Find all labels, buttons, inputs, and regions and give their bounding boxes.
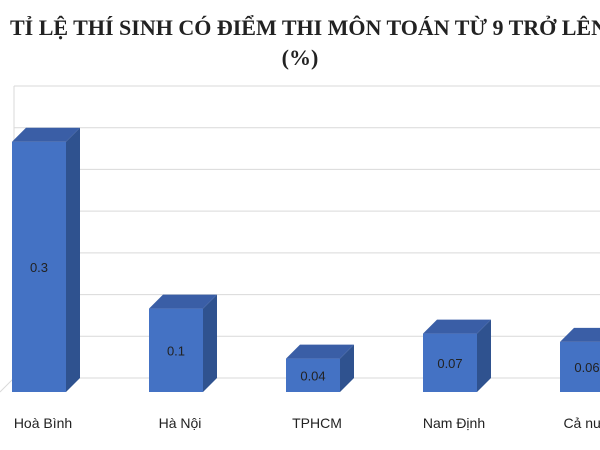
bar [423,319,491,392]
data-label: 0.06 [574,360,599,375]
bar [12,127,80,392]
bar [560,327,600,392]
bar [286,344,354,392]
bar-front [560,341,600,392]
category-label: Nam Định [423,415,485,431]
bar-side [340,344,354,392]
data-label: 0.1 [167,343,185,358]
chart-title-line-1: TỈ LỆ THÍ SINH CÓ ĐIỂM THI MÔN TOÁN TỪ 9… [10,15,600,40]
bar-front [12,141,66,392]
category-labels: Hoà Bình Hà Nội TPHCM Nam Định Cả nước [14,415,600,431]
category-label: TPHCM [292,415,342,431]
bars [12,127,600,392]
bar-front [423,333,477,392]
floor-edge [0,377,15,393]
bar-top [12,127,80,142]
gridlines [0,85,600,393]
bar [149,294,217,392]
category-label: Cả nước [563,415,600,431]
bar-top [423,319,491,334]
bar-side [66,127,80,392]
bar-side [477,319,491,392]
bar-side [203,294,217,392]
bar-top [560,327,600,342]
bar-top [286,344,354,359]
bar-front [149,308,203,392]
data-label: 0.07 [437,356,462,371]
bar-front [286,358,340,392]
bar-top [149,294,217,309]
data-label: 0.04 [300,368,325,383]
category-label: Hà Nội [159,415,202,431]
category-label: Hoà Bình [14,415,72,431]
data-labels: 0.3 0.1 0.04 0.07 0.06 [30,260,600,383]
data-label: 0.3 [30,260,48,275]
chart-title-line-2: (%) [281,45,319,70]
